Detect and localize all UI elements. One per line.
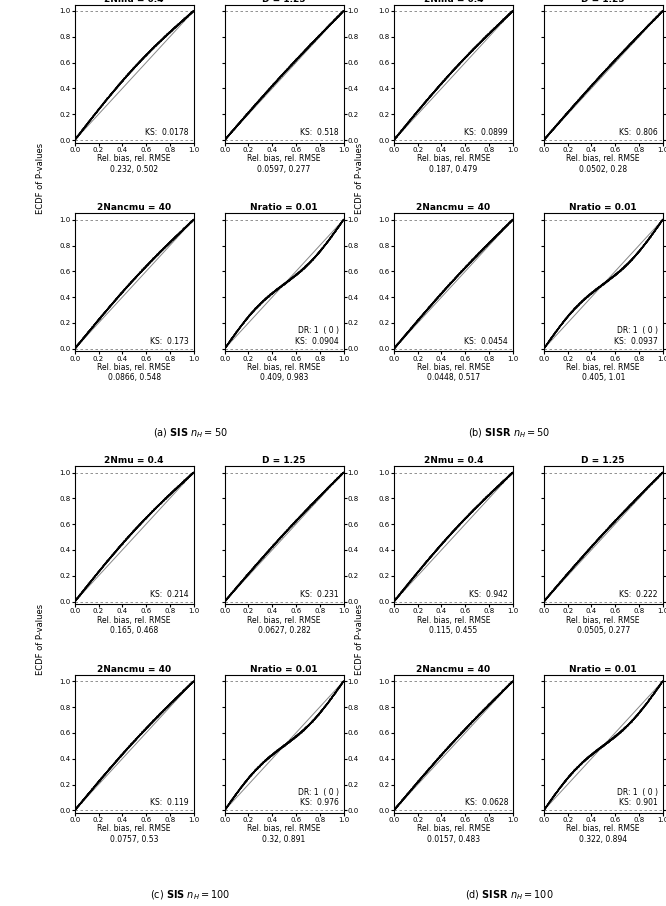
X-axis label: Rel. bias, rel. RMSE
0.187, 0.479: Rel. bias, rel. RMSE 0.187, 0.479 [417, 154, 490, 174]
Title: 2Nmu = 0.4: 2Nmu = 0.4 [105, 0, 164, 4]
Text: KS:  0.222: KS: 0.222 [619, 590, 658, 599]
X-axis label: Rel. bias, rel. RMSE
0.405, 1.01: Rel. bias, rel. RMSE 0.405, 1.01 [567, 363, 640, 382]
X-axis label: Rel. bias, rel. RMSE
0.409, 0.983: Rel. bias, rel. RMSE 0.409, 0.983 [247, 363, 321, 382]
Text: ECDF of P-values: ECDF of P-values [355, 142, 364, 214]
X-axis label: Rel. bias, rel. RMSE
0.0627, 0.282: Rel. bias, rel. RMSE 0.0627, 0.282 [247, 616, 321, 635]
Text: KS:  0.173: KS: 0.173 [150, 337, 189, 346]
Title: D = 1.25: D = 1.25 [262, 0, 306, 4]
Title: 2Nancmu = 40: 2Nancmu = 40 [416, 665, 490, 674]
Text: ECDF of P-values: ECDF of P-values [36, 604, 45, 675]
X-axis label: Rel. bias, rel. RMSE
0.322, 0.894: Rel. bias, rel. RMSE 0.322, 0.894 [567, 824, 640, 843]
Text: KS:  0.806: KS: 0.806 [619, 128, 658, 137]
Title: 2Nmu = 0.4: 2Nmu = 0.4 [424, 0, 483, 4]
Text: KS:  0.0454: KS: 0.0454 [464, 337, 508, 346]
Text: DR: 1  ( 0 )
KS:  0.0904: DR: 1 ( 0 ) KS: 0.0904 [295, 326, 339, 346]
Text: (b) $\mathbf{SISR}$ $n_H = 50$: (b) $\mathbf{SISR}$ $n_H = 50$ [468, 427, 551, 440]
X-axis label: Rel. bias, rel. RMSE
0.0505, 0.277: Rel. bias, rel. RMSE 0.0505, 0.277 [567, 616, 640, 635]
X-axis label: Rel. bias, rel. RMSE
0.32, 0.891: Rel. bias, rel. RMSE 0.32, 0.891 [247, 824, 321, 843]
Text: KS:  0.0628: KS: 0.0628 [465, 798, 508, 807]
Title: 2Nancmu = 40: 2Nancmu = 40 [416, 204, 490, 213]
Text: KS:  0.942: KS: 0.942 [470, 590, 508, 599]
Title: D = 1.25: D = 1.25 [581, 457, 625, 466]
Title: Nratio = 0.01: Nratio = 0.01 [569, 665, 637, 674]
Text: KS:  0.231: KS: 0.231 [300, 590, 339, 599]
Title: Nratio = 0.01: Nratio = 0.01 [250, 665, 318, 674]
Text: ECDF of P-values: ECDF of P-values [355, 604, 364, 675]
Text: (a) $\mathbf{SIS}$ $n_H = 50$: (a) $\mathbf{SIS}$ $n_H = 50$ [153, 427, 228, 440]
X-axis label: Rel. bias, rel. RMSE
0.0757, 0.53: Rel. bias, rel. RMSE 0.0757, 0.53 [97, 824, 171, 843]
Text: KS:  0.0178: KS: 0.0178 [145, 128, 189, 137]
Text: (d) $\mathbf{SISR}$ $n_H = 100$: (d) $\mathbf{SISR}$ $n_H = 100$ [465, 888, 553, 901]
X-axis label: Rel. bias, rel. RMSE
0.0866, 0.548: Rel. bias, rel. RMSE 0.0866, 0.548 [97, 363, 171, 382]
X-axis label: Rel. bias, rel. RMSE
0.232, 0.502: Rel. bias, rel. RMSE 0.232, 0.502 [97, 154, 171, 174]
X-axis label: Rel. bias, rel. RMSE
0.0597, 0.277: Rel. bias, rel. RMSE 0.0597, 0.277 [247, 154, 321, 174]
X-axis label: Rel. bias, rel. RMSE
0.115, 0.455: Rel. bias, rel. RMSE 0.115, 0.455 [417, 616, 490, 635]
Title: 2Nmu = 0.4: 2Nmu = 0.4 [105, 457, 164, 466]
Title: D = 1.25: D = 1.25 [262, 457, 306, 466]
Text: KS:  0.214: KS: 0.214 [151, 590, 189, 599]
Title: 2Nancmu = 40: 2Nancmu = 40 [97, 665, 171, 674]
X-axis label: Rel. bias, rel. RMSE
0.0448, 0.517: Rel. bias, rel. RMSE 0.0448, 0.517 [417, 363, 490, 382]
Text: KS:  0.518: KS: 0.518 [300, 128, 339, 137]
Title: D = 1.25: D = 1.25 [581, 0, 625, 4]
Title: Nratio = 0.01: Nratio = 0.01 [569, 204, 637, 213]
Title: 2Nmu = 0.4: 2Nmu = 0.4 [424, 457, 483, 466]
X-axis label: Rel. bias, rel. RMSE
0.165, 0.468: Rel. bias, rel. RMSE 0.165, 0.468 [97, 616, 171, 635]
Text: (c) $\mathbf{SIS}$ $n_H = 100$: (c) $\mathbf{SIS}$ $n_H = 100$ [150, 888, 230, 901]
Text: DR: 1  ( 0 )
KS:  0.901: DR: 1 ( 0 ) KS: 0.901 [617, 788, 658, 807]
Text: KS:  0.119: KS: 0.119 [151, 798, 189, 807]
Text: KS:  0.0899: KS: 0.0899 [464, 128, 508, 137]
Text: ECDF of P-values: ECDF of P-values [36, 142, 45, 214]
Text: DR: 1  ( 0 )
KS:  0.976: DR: 1 ( 0 ) KS: 0.976 [298, 788, 339, 807]
X-axis label: Rel. bias, rel. RMSE
0.0157, 0.483: Rel. bias, rel. RMSE 0.0157, 0.483 [417, 824, 490, 843]
Title: Nratio = 0.01: Nratio = 0.01 [250, 204, 318, 213]
Text: DR: 1  ( 0 )
KS:  0.0937: DR: 1 ( 0 ) KS: 0.0937 [614, 326, 658, 346]
X-axis label: Rel. bias, rel. RMSE
0.0502, 0.28: Rel. bias, rel. RMSE 0.0502, 0.28 [567, 154, 640, 174]
Title: 2Nancmu = 40: 2Nancmu = 40 [97, 204, 171, 213]
